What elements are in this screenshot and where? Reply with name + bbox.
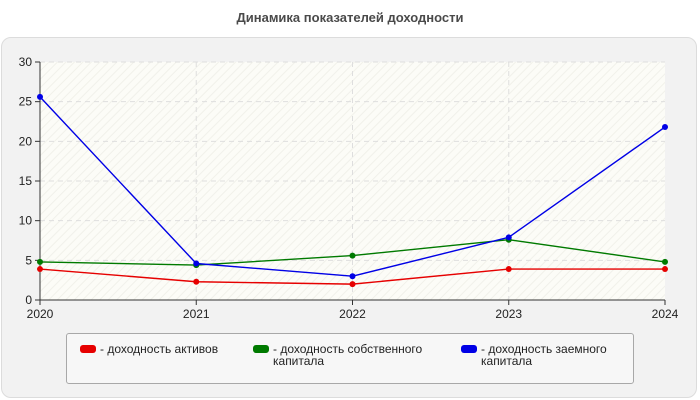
- data-point-series-0: [662, 266, 668, 273]
- y-tick-label: 10: [19, 214, 33, 228]
- legend-item-debt: - доходность заемного капитала: [461, 343, 641, 367]
- legend-swatch-equity: [253, 345, 269, 353]
- chart-title: Динамика показателей доходности: [236, 10, 464, 25]
- data-point-series-1: [662, 258, 668, 265]
- data-point-series-1: [349, 252, 356, 259]
- y-tick-label: 5: [25, 253, 32, 267]
- legend-label-assets: - доходность активов: [100, 342, 219, 356]
- y-tick-label: 30: [19, 55, 33, 69]
- y-tick-label: 20: [19, 134, 33, 148]
- data-point-series-1: [37, 258, 43, 265]
- x-tick-label: 2022: [339, 307, 366, 321]
- x-tick-label: 2023: [495, 307, 522, 321]
- data-point-series-2: [662, 124, 668, 131]
- legend-label-equity: - доходность собственного капитала: [273, 342, 423, 368]
- data-point-series-2: [505, 234, 512, 241]
- x-tick-label: 2020: [27, 307, 54, 321]
- legend-swatch-assets: [80, 345, 96, 353]
- data-point-series-2: [193, 260, 200, 267]
- x-tick-label: 2024: [652, 307, 679, 321]
- y-tick-label: 25: [19, 95, 33, 109]
- data-point-series-0: [37, 266, 43, 273]
- data-point-series-2: [349, 273, 356, 280]
- data-point-series-0: [193, 278, 200, 285]
- data-point-series-0: [505, 266, 512, 273]
- legend-label-debt: - доходность заемного капитала: [481, 342, 607, 368]
- legend-swatch-debt: [461, 345, 477, 353]
- y-tick-label: 0: [25, 293, 32, 307]
- legend-item-assets: - доходность активов: [80, 343, 260, 355]
- data-point-series-0: [349, 281, 356, 288]
- legend-item-equity: - доходность собственного капитала: [253, 343, 433, 367]
- y-tick-label: 15: [19, 174, 33, 188]
- chart-legend: - доходность активов - доходность собств…: [66, 333, 634, 384]
- x-tick-label: 2021: [183, 307, 210, 321]
- data-point-series-2: [37, 93, 43, 100]
